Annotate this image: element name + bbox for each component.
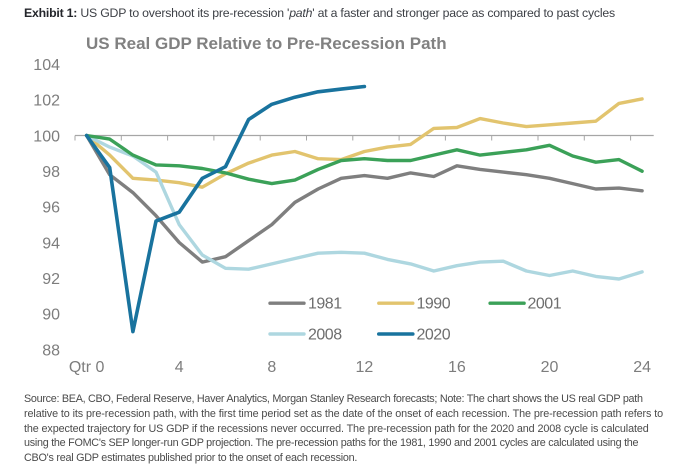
svg-text:Qtr 0: Qtr 0 (69, 359, 105, 376)
svg-text:4: 4 (175, 359, 184, 376)
svg-text:US Real GDP Relative to Pre-Re: US Real GDP Relative to Pre-Recession Pa… (86, 34, 447, 53)
svg-text:2020: 2020 (417, 327, 451, 344)
svg-text:104: 104 (33, 57, 60, 74)
svg-text:102: 102 (33, 93, 60, 110)
svg-text:2008: 2008 (308, 327, 342, 344)
svg-text:98: 98 (42, 164, 60, 181)
svg-text:12: 12 (356, 359, 374, 376)
svg-text:20: 20 (541, 359, 559, 376)
svg-text:96: 96 (42, 200, 60, 217)
svg-text:92: 92 (42, 271, 60, 288)
svg-text:90: 90 (42, 307, 60, 324)
svg-text:2001: 2001 (528, 296, 562, 313)
svg-text:100: 100 (33, 128, 60, 145)
svg-text:1981: 1981 (308, 296, 342, 313)
svg-text:8: 8 (267, 359, 276, 376)
svg-text:24: 24 (633, 359, 651, 376)
svg-text:88: 88 (42, 342, 60, 359)
svg-text:16: 16 (448, 359, 466, 376)
svg-text:94: 94 (42, 235, 60, 252)
svg-text:1990: 1990 (417, 296, 451, 313)
